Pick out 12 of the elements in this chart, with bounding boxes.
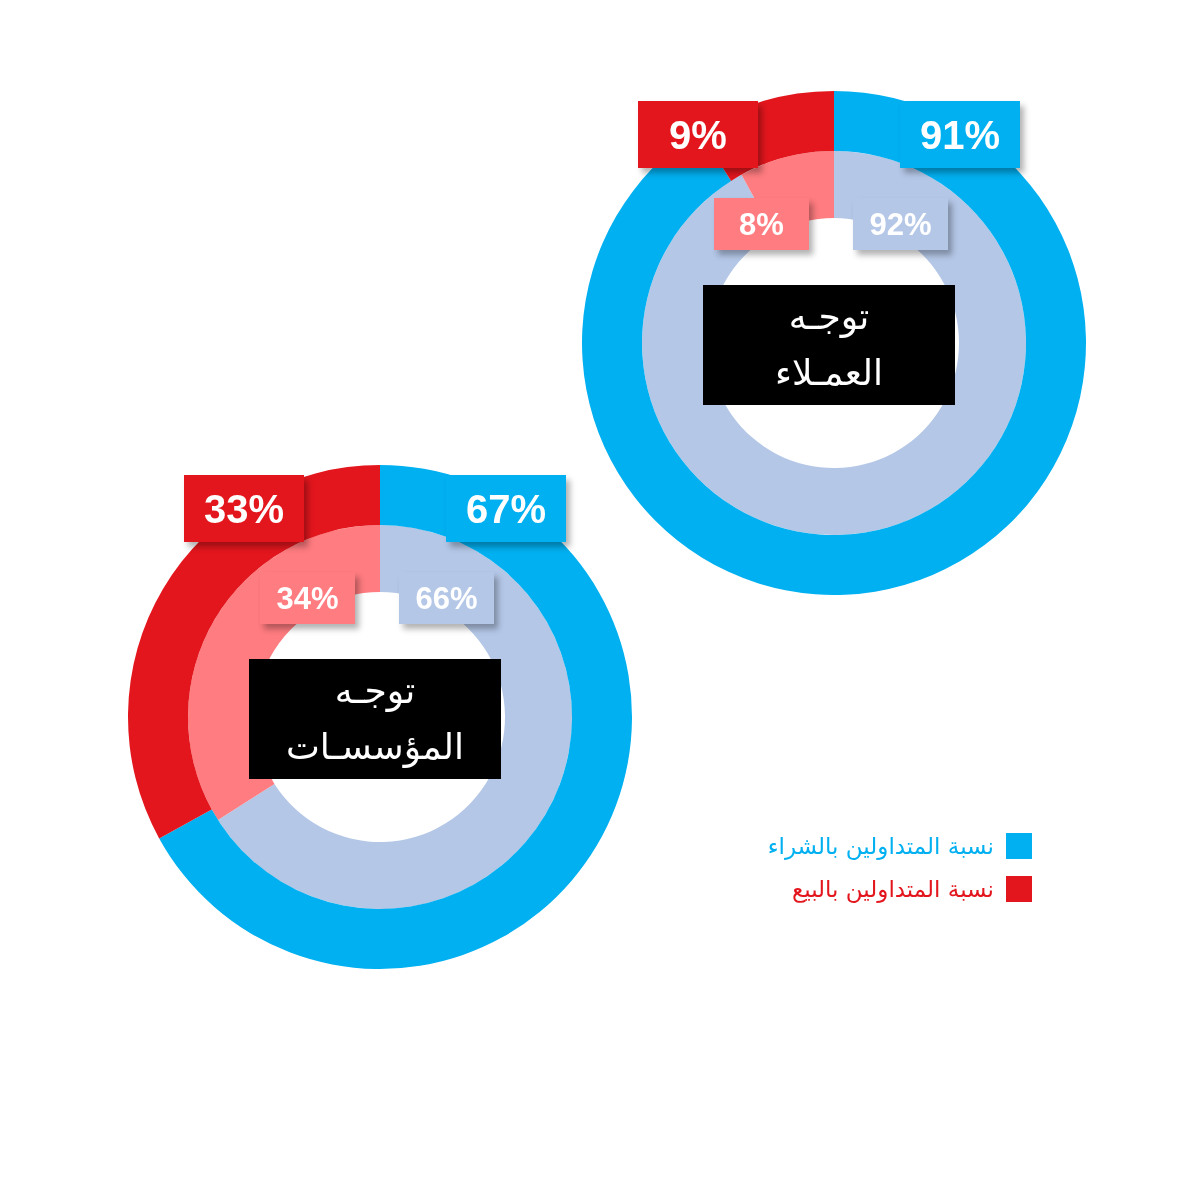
data-label: 34% (276, 580, 339, 616)
data-label: 92% (869, 206, 932, 242)
data-label: 33% (203, 486, 285, 531)
data-label: 91% (919, 112, 1001, 157)
legend-label: نسبة المتداولين بالشراء (767, 832, 994, 859)
text: توجـه العمـلاء (703, 285, 955, 405)
legend-label: نسبة المتداولين بالبيع (791, 875, 994, 902)
data-label: 66% (415, 580, 478, 616)
data-label: 67% (465, 486, 547, 531)
data-label: 8% (739, 206, 784, 242)
text: توجـه المؤسسـات (249, 659, 501, 779)
data-label: 9% (669, 112, 727, 157)
